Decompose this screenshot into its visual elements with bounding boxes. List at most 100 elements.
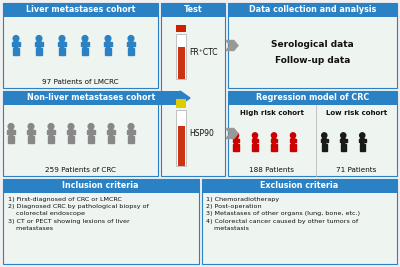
Polygon shape: [85, 48, 88, 55]
Polygon shape: [362, 144, 365, 151]
Polygon shape: [106, 42, 110, 48]
Polygon shape: [111, 136, 114, 143]
Polygon shape: [129, 129, 133, 136]
Polygon shape: [39, 48, 42, 55]
Circle shape: [48, 124, 54, 129]
Polygon shape: [360, 144, 362, 151]
Polygon shape: [105, 48, 108, 55]
Polygon shape: [71, 136, 74, 143]
Polygon shape: [131, 48, 134, 55]
Polygon shape: [324, 144, 327, 151]
Polygon shape: [87, 130, 89, 134]
Bar: [3, 179, 198, 193]
Text: Regression model of CRC: Regression model of CRC: [256, 93, 369, 103]
Polygon shape: [9, 129, 13, 136]
Bar: [176, 99, 186, 108]
Circle shape: [271, 133, 277, 138]
Polygon shape: [128, 136, 131, 143]
Text: 71 Patients: 71 Patients: [336, 167, 377, 173]
Polygon shape: [326, 139, 328, 142]
Circle shape: [59, 36, 65, 41]
Circle shape: [341, 133, 346, 138]
Circle shape: [128, 124, 134, 129]
Bar: [3, 91, 180, 105]
Text: 259 Patients of CRC: 259 Patients of CRC: [45, 167, 116, 173]
Polygon shape: [252, 144, 255, 151]
Polygon shape: [87, 42, 89, 46]
Polygon shape: [257, 139, 258, 142]
Polygon shape: [69, 129, 73, 136]
Polygon shape: [131, 136, 134, 143]
Circle shape: [252, 133, 258, 138]
Polygon shape: [27, 130, 29, 134]
Polygon shape: [28, 136, 31, 143]
Polygon shape: [113, 130, 115, 134]
Polygon shape: [14, 42, 18, 48]
Polygon shape: [364, 139, 366, 142]
Polygon shape: [7, 130, 9, 134]
Polygon shape: [33, 130, 35, 134]
Polygon shape: [108, 48, 111, 55]
Bar: [176, 110, 186, 166]
Polygon shape: [91, 136, 94, 143]
Polygon shape: [41, 42, 43, 46]
Polygon shape: [104, 42, 106, 46]
Polygon shape: [233, 139, 234, 142]
Polygon shape: [360, 138, 364, 144]
Polygon shape: [64, 42, 66, 46]
Polygon shape: [68, 136, 71, 143]
Polygon shape: [67, 130, 69, 134]
Polygon shape: [236, 144, 239, 151]
Circle shape: [82, 36, 88, 41]
Circle shape: [68, 124, 74, 129]
Circle shape: [290, 133, 296, 138]
Circle shape: [28, 124, 34, 129]
Polygon shape: [238, 139, 239, 142]
Circle shape: [128, 36, 134, 41]
Polygon shape: [89, 129, 93, 136]
Text: Inclusion criteria: Inclusion criteria: [62, 182, 139, 190]
Polygon shape: [127, 42, 129, 46]
Circle shape: [233, 133, 238, 138]
Polygon shape: [73, 130, 75, 134]
Polygon shape: [108, 136, 111, 143]
Polygon shape: [133, 42, 135, 46]
Text: FR⁺CTC: FR⁺CTC: [190, 48, 218, 57]
Polygon shape: [252, 139, 253, 142]
Bar: [178, 126, 185, 166]
Bar: [202, 179, 397, 193]
Polygon shape: [255, 144, 258, 151]
Bar: [202, 179, 397, 264]
Bar: [161, 3, 225, 176]
Bar: [176, 34, 186, 78]
Polygon shape: [82, 48, 85, 55]
Circle shape: [108, 124, 114, 129]
Text: 1) Chemoradiotherapy
2) Post-operation
3) Metastases of other organs (lung, bone: 1) Chemoradiotherapy 2) Post-operation 3…: [206, 197, 360, 231]
Bar: [228, 3, 397, 88]
Bar: [178, 46, 185, 78]
Polygon shape: [340, 139, 342, 142]
Polygon shape: [234, 138, 238, 144]
Polygon shape: [295, 139, 296, 142]
Text: 97 Patients of LMCRC: 97 Patients of LMCRC: [42, 79, 119, 85]
Polygon shape: [226, 41, 238, 50]
Polygon shape: [58, 42, 60, 46]
Polygon shape: [344, 144, 346, 151]
Bar: [3, 3, 158, 17]
Text: Low risk cohort: Low risk cohort: [326, 110, 387, 116]
Text: Serological data
Follow-up data: Serological data Follow-up data: [271, 40, 354, 65]
Polygon shape: [345, 139, 347, 142]
Text: Data collection and analysis: Data collection and analysis: [249, 6, 376, 14]
Polygon shape: [48, 136, 51, 143]
Bar: [228, 91, 397, 176]
Circle shape: [322, 133, 327, 138]
Polygon shape: [29, 129, 33, 136]
Circle shape: [13, 36, 19, 41]
Circle shape: [36, 36, 42, 41]
Polygon shape: [274, 144, 277, 151]
Polygon shape: [290, 139, 291, 142]
Text: Non-liver metastases cohort: Non-liver metastases cohort: [27, 93, 156, 103]
Polygon shape: [270, 139, 272, 142]
Polygon shape: [36, 48, 39, 55]
Polygon shape: [62, 48, 65, 55]
